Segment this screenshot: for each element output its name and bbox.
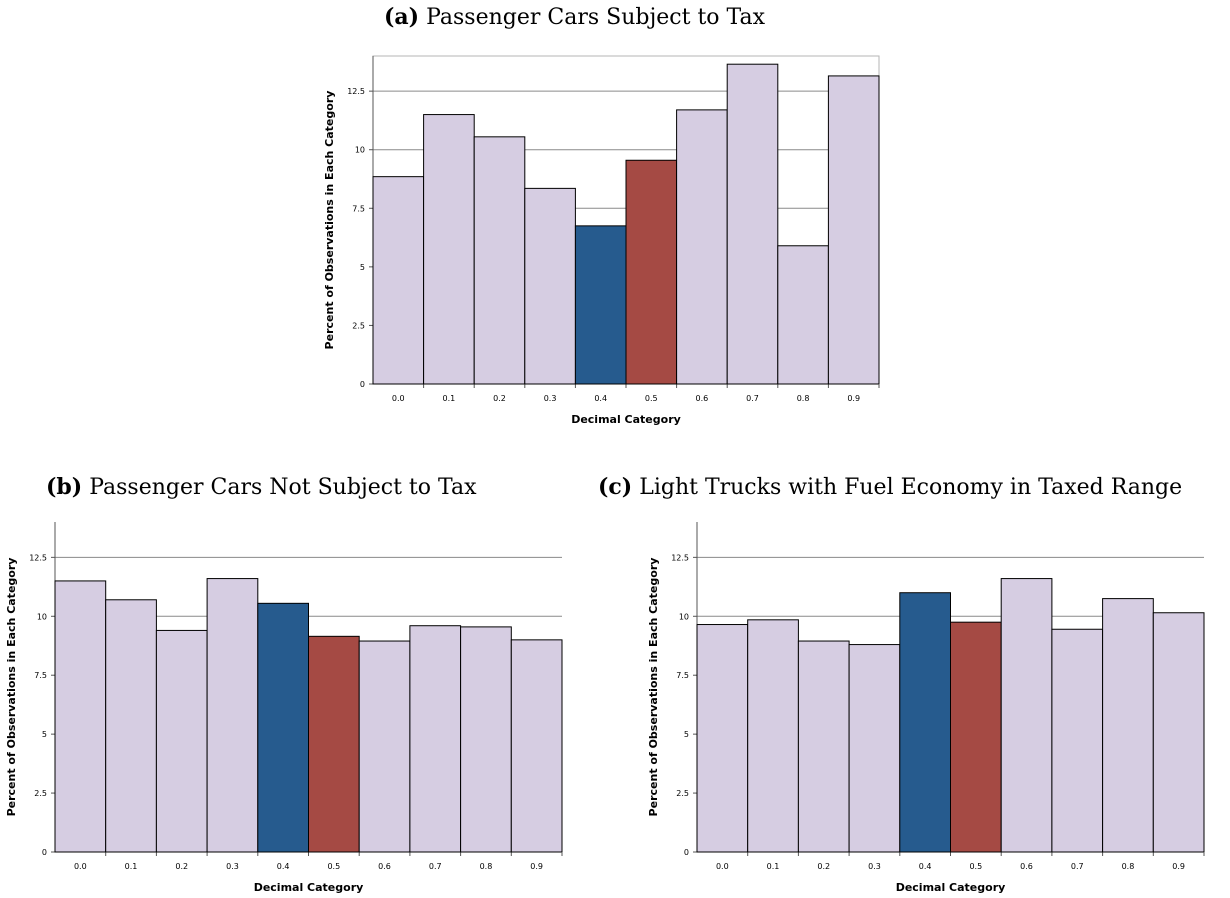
y-tick-label: 5 (42, 730, 47, 739)
y-tick-label: 0 (360, 380, 365, 389)
bar-0.1 (747, 619, 799, 853)
y-tick-label: 7.5 (352, 204, 365, 213)
bar-0.0 (696, 624, 749, 853)
panel-c-title: (c) Light Trucks with Fuel Economy in Ta… (598, 474, 1182, 500)
x-tick-label: 0.7 (746, 394, 759, 403)
panel-b-label: (b) (46, 474, 83, 500)
x-tick-label: 0.6 (378, 862, 391, 871)
x-tick-label: 0.8 (480, 862, 493, 871)
x-tick-label: 0.6 (696, 394, 709, 403)
y-tick-label: 0 (42, 848, 47, 857)
bar-0.1 (105, 599, 157, 853)
x-tick-label: 0.0 (716, 862, 729, 871)
bar-0.4 (574, 225, 627, 385)
x-tick-label: 0.2 (493, 394, 506, 403)
x-axis-title: Decimal Category (254, 881, 364, 894)
y-tick-label: 10 (679, 612, 689, 621)
x-tick-label: 0.4 (919, 862, 932, 871)
y-tick-label: 2.5 (352, 321, 365, 330)
panel-c-title-text: Light Trucks with Fuel Economy in Taxed … (639, 475, 1183, 500)
y-tick-label: 12.5 (29, 553, 47, 562)
x-axis-title: Decimal Category (896, 881, 1006, 894)
chart-a: 0 2.5 5 7.5 10 12.5 0.0 0.1 0.2 0.3 0.4 0.5 0.6 0.7 0.… (323, 55, 880, 426)
chart-b: 0 2.5 5 7.5 10 12.5 0.0 0.1 0.2 0.3 0.4 0.5 0.6 0.7 0.… (5, 522, 563, 894)
bar-0.4 (257, 602, 309, 853)
x-tick-label: 0.2 (175, 862, 188, 871)
x-tick-label: 0.1 (443, 394, 456, 403)
bar-0.3 (524, 187, 576, 385)
x-tick-label: 0.2 (817, 862, 830, 871)
bar-0.7 (726, 63, 779, 385)
bar-0.6 (1000, 578, 1053, 853)
panel-c-label: (c) (598, 474, 633, 500)
x-tick-label: 0.0 (74, 862, 87, 871)
x-tick-label: 0.6 (1020, 862, 1033, 871)
bar-0.3 (848, 644, 901, 853)
y-tick-label: 7.5 (676, 671, 689, 680)
panel-a-label: (a) (384, 4, 420, 30)
bar-0.8 (777, 245, 829, 385)
panel-a-title: (a) Passenger Cars Subject to Tax (384, 4, 765, 30)
bar-0.8 (460, 626, 512, 853)
bar-0.2 (797, 640, 850, 853)
bar-0.6 (676, 109, 728, 385)
y-tick-label: 10 (355, 146, 365, 155)
x-tick-label: 0.8 (1122, 862, 1135, 871)
bar-0.2 (155, 629, 208, 853)
x-tick-label: 0.3 (226, 862, 239, 871)
x-tick-label: 0.9 (530, 862, 543, 871)
y-tick-label: 0 (684, 848, 689, 857)
bar-0.7 (1051, 628, 1104, 853)
x-tick-label: 0.5 (327, 862, 340, 871)
y-tick-label: 5 (360, 263, 365, 272)
bar-0.9 (1152, 612, 1205, 853)
bar-0.4 (899, 592, 951, 853)
x-tick-label: 0.9 (1172, 862, 1185, 871)
x-tick-label: 0.5 (645, 394, 658, 403)
x-axis-title: Decimal Category (571, 413, 681, 426)
bar-0.0 (372, 176, 425, 385)
x-tick-label: 0.1 (767, 862, 780, 871)
bar-0.5 (950, 621, 1002, 853)
x-tick-label: 0.5 (969, 862, 982, 871)
bar-0.9 (510, 639, 563, 853)
x-tick-label: 0.8 (797, 394, 810, 403)
bar-0.5 (625, 159, 678, 385)
x-tick-label: 0.7 (429, 862, 442, 871)
y-tick-label: 10 (37, 612, 47, 621)
y-tick-label: 2.5 (676, 789, 689, 798)
x-tick-label: 0.3 (544, 394, 557, 403)
bar-0.7 (409, 625, 462, 853)
bar-0.0 (54, 580, 107, 853)
x-tick-label: 0.4 (277, 862, 290, 871)
x-tick-label: 0.0 (392, 394, 405, 403)
bar-0.5 (308, 635, 360, 853)
x-tick-label: 0.7 (1071, 862, 1084, 871)
panel-b-title-text: Passenger Cars Not Subject to Tax (89, 475, 477, 500)
x-tick-label: 0.3 (868, 862, 881, 871)
y-tick-label: 2.5 (34, 789, 47, 798)
bar-0.3 (206, 578, 259, 853)
x-tick-label: 0.4 (594, 394, 607, 403)
panel-a-title-text: Passenger Cars Subject to Tax (426, 5, 766, 30)
y-axis-title: Percent of Observations in Each Category (323, 91, 336, 350)
bar-0.8 (1102, 598, 1154, 853)
x-tick-label: 0.1 (125, 862, 138, 871)
x-tick-label: 0.9 (847, 394, 860, 403)
y-axis-title: Percent of Observations in Each Category (5, 558, 18, 817)
bar-0.2 (473, 136, 526, 385)
chart-c: 0 2.5 5 7.5 10 12.5 0.0 0.1 0.2 0.3 0.4 0.5 0.6 0.7 0.… (647, 522, 1205, 894)
y-tick-label: 12.5 (347, 87, 365, 96)
y-tick-label: 12.5 (671, 553, 689, 562)
bar-0.6 (358, 640, 411, 853)
y-tick-label: 7.5 (34, 671, 47, 680)
bar-0.1 (423, 114, 475, 385)
y-axis-title: Percent of Observations in Each Category (647, 558, 660, 817)
bar-0.9 (827, 75, 880, 385)
panel-b-title: (b) Passenger Cars Not Subject to Tax (46, 474, 476, 500)
y-tick-label: 5 (684, 730, 689, 739)
